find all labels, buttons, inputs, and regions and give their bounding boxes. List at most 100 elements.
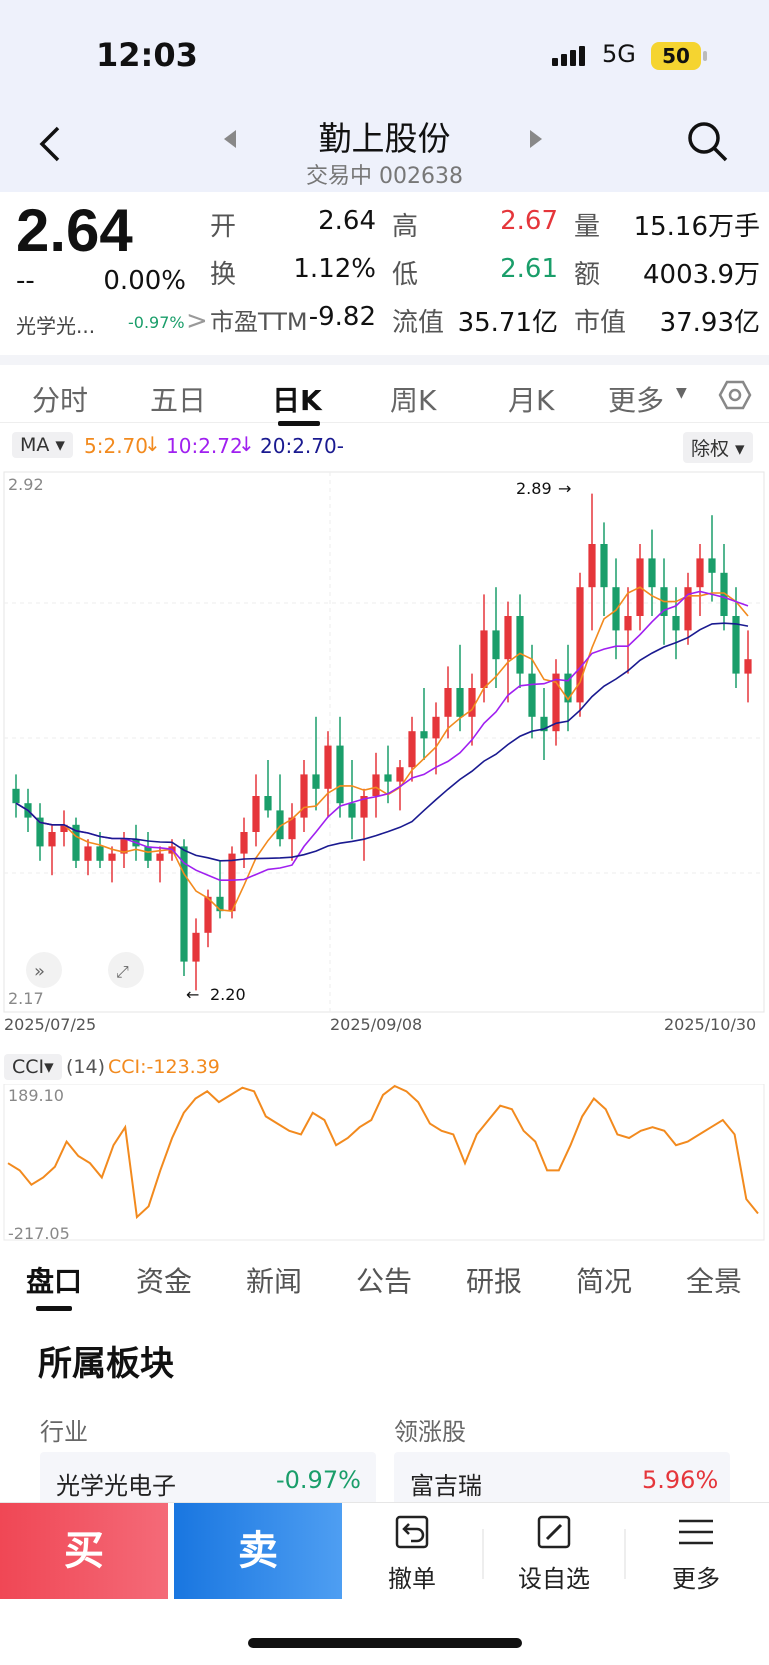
edit-icon bbox=[537, 1515, 571, 1549]
tab-more[interactable]: 更多 bbox=[608, 384, 665, 417]
ma5-line bbox=[15, 586, 749, 913]
tab-five-day[interactable]: 五日 bbox=[150, 384, 207, 417]
candle-body bbox=[732, 616, 740, 674]
expand-button[interactable] bbox=[26, 952, 62, 988]
current-price: 2.64 bbox=[16, 197, 133, 264]
high-value: 2.67 bbox=[500, 206, 558, 236]
x-start-label: 2025/07/25 bbox=[4, 1015, 96, 1034]
candle-body bbox=[588, 544, 596, 588]
cci-min-label: -217.05 bbox=[8, 1224, 70, 1243]
ma10-arrow-icon: ↓ bbox=[238, 432, 255, 456]
candle-body bbox=[432, 716, 440, 739]
candle-body bbox=[108, 853, 116, 861]
leader-card[interactable]: 富吉瑞 5.96% bbox=[394, 1452, 730, 1508]
search-icon[interactable] bbox=[686, 120, 730, 164]
candle-body bbox=[696, 558, 704, 588]
tab-order-book[interactable]: 盘口 bbox=[26, 1265, 83, 1298]
candle-body bbox=[672, 616, 680, 631]
candle-body bbox=[300, 774, 308, 818]
cancel-order-label: 撤单 bbox=[388, 1565, 436, 1593]
active-tab-underline bbox=[278, 421, 320, 426]
leader-change: 5.96% bbox=[642, 1466, 719, 1494]
buy-button[interactable]: 买 bbox=[0, 1503, 168, 1599]
turnover-value: 1.12% bbox=[293, 254, 376, 284]
battery-tip bbox=[703, 51, 707, 61]
cci-chart[interactable] bbox=[0, 1084, 769, 1248]
x-mid-label: 2025/09/08 bbox=[330, 1015, 422, 1034]
candle-body bbox=[456, 688, 464, 717]
settings-icon[interactable] bbox=[718, 379, 752, 411]
sell-button[interactable]: 卖 bbox=[174, 1503, 342, 1599]
low-value: 2.61 bbox=[500, 254, 558, 284]
ma-selector-label: MA bbox=[20, 434, 50, 456]
industry-name: 光学光电子 bbox=[56, 1472, 176, 1500]
candle-body bbox=[348, 803, 356, 818]
candle-body bbox=[552, 673, 560, 732]
candle-body bbox=[576, 587, 584, 703]
candle-body bbox=[684, 587, 692, 631]
kline-chart[interactable]: 2.92 2.17 2.89 → ← 2.20 2025/07/25 2025/… bbox=[0, 468, 769, 1038]
more-button[interactable]: 更多 bbox=[636, 1513, 756, 1594]
divider bbox=[482, 1529, 484, 1579]
candle-body bbox=[504, 616, 512, 660]
next-stock-icon[interactable] bbox=[528, 128, 544, 150]
candle-body bbox=[96, 846, 104, 861]
candle-body bbox=[264, 796, 272, 811]
tab-intraday[interactable]: 分时 bbox=[32, 384, 89, 417]
ma-selector[interactable]: MA ▾ bbox=[12, 432, 73, 458]
open-value: 2.64 bbox=[318, 206, 376, 236]
candle-body bbox=[396, 767, 404, 782]
tab-weekly-k[interactable]: 周K bbox=[390, 384, 437, 417]
sector-panel-title: 所属板块 bbox=[38, 1344, 174, 1384]
candle-body bbox=[84, 846, 92, 861]
candle-body bbox=[360, 796, 368, 818]
candle-body bbox=[252, 796, 260, 832]
tab-announcements[interactable]: 公告 bbox=[356, 1265, 413, 1298]
tab-monthly-k[interactable]: 月K bbox=[508, 384, 555, 417]
sector-change[interactable]: -0.97% bbox=[128, 313, 185, 332]
candle-body bbox=[60, 824, 68, 832]
candle-body bbox=[468, 688, 476, 717]
tab-profile[interactable]: 简况 bbox=[576, 1265, 633, 1298]
candle-body bbox=[324, 745, 332, 789]
y-min-label: 2.17 bbox=[8, 989, 44, 1008]
tab-daily-k[interactable]: 日K bbox=[272, 384, 322, 417]
add-watchlist-button[interactable]: 设自选 bbox=[494, 1513, 614, 1594]
chevron-right-icon[interactable]: > bbox=[186, 306, 208, 336]
cancel-order-button[interactable]: 撤单 bbox=[352, 1513, 472, 1594]
ma-legend: MA ▾ 5:2.70 ↓ 10:2.72 ↓ 20:2.70- 除权 ▾ bbox=[0, 428, 769, 464]
ma5-value: 5:2.70 bbox=[84, 434, 148, 458]
chart-frame bbox=[3, 471, 765, 1013]
cci-value: CCI:-123.39 bbox=[108, 1056, 220, 1078]
tab-overview[interactable]: 全景 bbox=[686, 1265, 743, 1298]
prev-stock-icon[interactable] bbox=[222, 128, 238, 150]
high-label: 高 bbox=[392, 212, 419, 242]
fullscreen-button[interactable] bbox=[108, 952, 144, 988]
bottom-action-bar: 买 卖 撤单 设自选 更多 bbox=[0, 1502, 769, 1602]
candle-body bbox=[216, 896, 224, 912]
double-chevron-icon: » bbox=[34, 961, 45, 982]
cci-selector-label: CCI bbox=[12, 1056, 45, 1078]
sector-name[interactable]: 光学光... bbox=[16, 314, 96, 338]
cci-frame bbox=[3, 1084, 765, 1241]
ma20-value: 20:2.70- bbox=[260, 434, 344, 458]
cci-selector[interactable]: CCI▾ bbox=[4, 1054, 62, 1080]
detail-tabs: 盘口 资金 新闻 公告 研报 简况 全景 bbox=[0, 1244, 769, 1312]
tab-funds[interactable]: 资金 bbox=[136, 1265, 193, 1298]
adjust-selector[interactable]: 除权 ▾ bbox=[683, 432, 753, 463]
candle-body bbox=[480, 630, 488, 688]
tab-news[interactable]: 新闻 bbox=[246, 1265, 303, 1298]
candle-body bbox=[228, 853, 236, 912]
candle-body bbox=[204, 896, 212, 933]
candle-body bbox=[180, 846, 188, 962]
tab-research[interactable]: 研报 bbox=[466, 1265, 523, 1298]
stock-subtitle: 交易中 002638 bbox=[306, 164, 463, 189]
candle-body bbox=[312, 774, 320, 789]
home-indicator bbox=[248, 1638, 522, 1648]
back-icon[interactable] bbox=[36, 124, 66, 164]
candle-body bbox=[36, 817, 44, 847]
float-cap-value: 35.71亿 bbox=[457, 308, 558, 338]
candle-body bbox=[744, 659, 752, 674]
pe-value: -9.82 bbox=[308, 302, 376, 332]
industry-card[interactable]: 光学光电子 -0.97% bbox=[40, 1452, 376, 1508]
